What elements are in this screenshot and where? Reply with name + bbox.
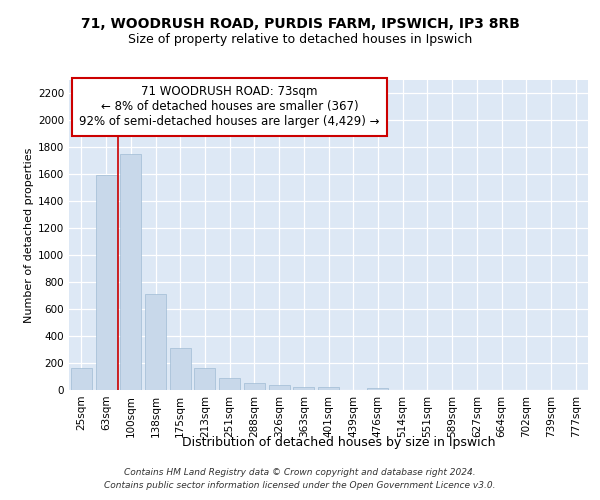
Text: 71 WOODRUSH ROAD: 73sqm
← 8% of detached houses are smaller (367)
92% of semi-de: 71 WOODRUSH ROAD: 73sqm ← 8% of detached… — [79, 86, 380, 128]
Bar — [194, 368, 215, 390]
Bar — [293, 387, 314, 390]
Text: Contains public sector information licensed under the Open Government Licence v3: Contains public sector information licen… — [104, 482, 496, 490]
Text: Contains HM Land Registry data © Crown copyright and database right 2024.: Contains HM Land Registry data © Crown c… — [124, 468, 476, 477]
Bar — [71, 368, 92, 390]
Text: Distribution of detached houses by size in Ipswich: Distribution of detached houses by size … — [182, 436, 496, 449]
Bar — [269, 386, 290, 390]
Bar — [318, 388, 339, 390]
Text: 71, WOODRUSH ROAD, PURDIS FARM, IPSWICH, IP3 8RB: 71, WOODRUSH ROAD, PURDIS FARM, IPSWICH,… — [80, 18, 520, 32]
Bar — [219, 378, 240, 390]
Bar — [120, 154, 141, 390]
Bar — [367, 388, 388, 390]
Text: Size of property relative to detached houses in Ipswich: Size of property relative to detached ho… — [128, 32, 472, 46]
Y-axis label: Number of detached properties: Number of detached properties — [24, 148, 34, 322]
Bar — [95, 175, 116, 390]
Bar — [244, 382, 265, 390]
Bar — [145, 294, 166, 390]
Bar — [170, 348, 191, 390]
